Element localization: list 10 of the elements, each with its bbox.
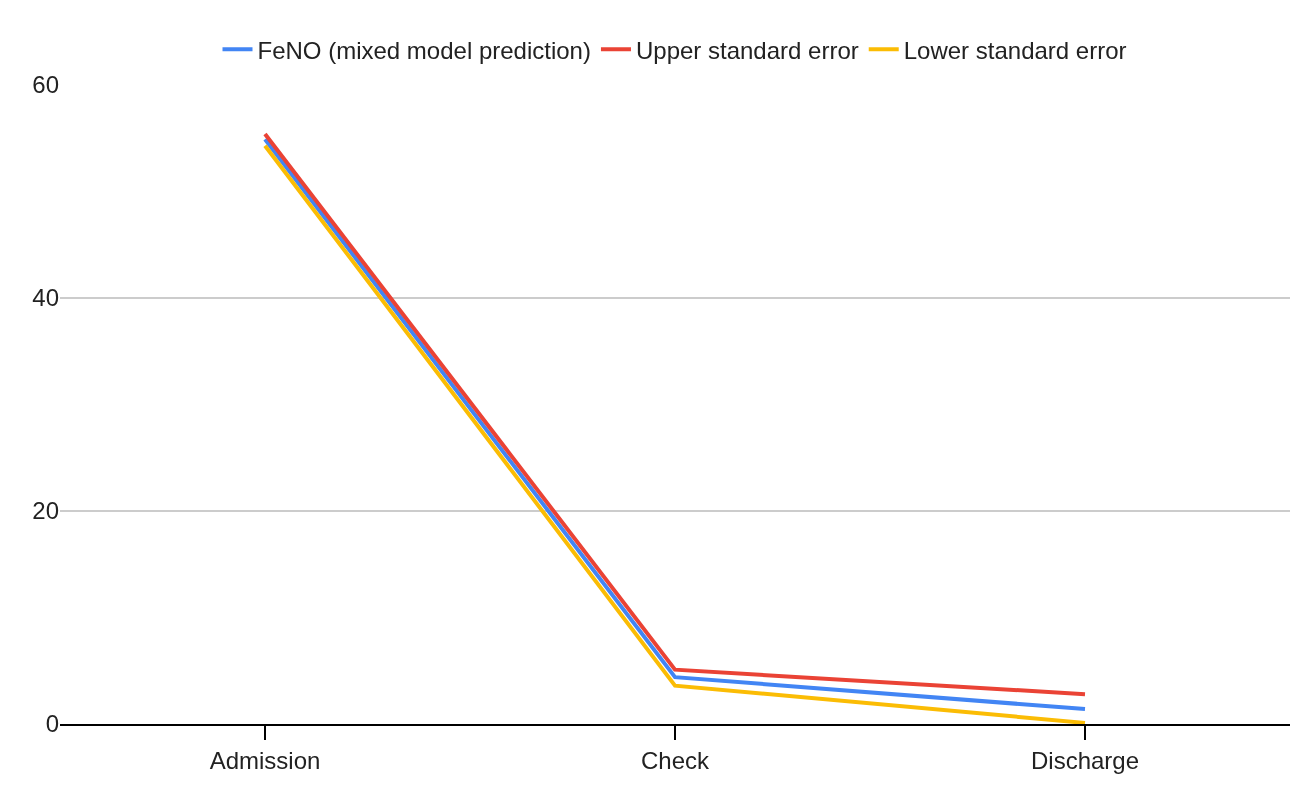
y-tick-label: 60 (32, 71, 59, 99)
x-tick-label: Admission (209, 746, 321, 774)
y-tick-label: 0 (45, 710, 59, 738)
legend-label: Lower standard error (903, 36, 1127, 64)
y-tick-label: 20 (32, 497, 59, 525)
y-tick-label: 40 (32, 284, 59, 312)
legend-label: Upper standard error (635, 36, 859, 64)
x-tick-label: Discharge (1030, 746, 1140, 774)
x-tick-label: Check (640, 746, 711, 774)
legend-label: FeNO (mixed model prediction) (257, 36, 591, 64)
